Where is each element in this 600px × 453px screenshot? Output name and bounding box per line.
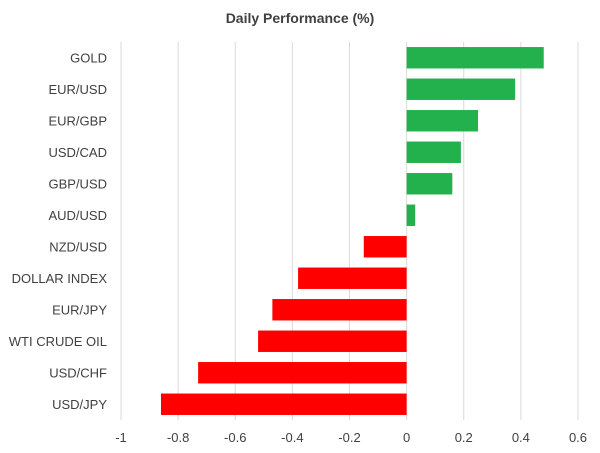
bar-9 [258,330,407,352]
bar-2 [406,110,479,132]
x-tick-label-7: 0.4 [512,430,530,445]
category-label-5: AUD/USD [48,208,107,223]
x-tick-label-6: 0.2 [455,430,473,445]
bar-0 [406,47,544,69]
bar-5 [406,204,416,226]
bar-4 [406,173,453,195]
bar-7 [298,267,407,289]
category-label-8: EUR/JPY [52,302,107,317]
x-tick-label-5: 0 [403,430,410,445]
category-label-1: EUR/USD [48,82,107,97]
x-tick-label-2: -0.6 [224,430,246,445]
bar-1 [406,78,516,100]
bar-11 [160,393,407,415]
category-label-0: GOLD [70,50,107,65]
category-label-2: EUR/GBP [48,113,107,128]
category-label-11: USD/JPY [52,397,107,412]
category-label-9: WTI CRUDE OIL [9,334,107,349]
bar-3 [406,141,461,163]
category-label-10: USD/CHF [49,365,107,380]
bar-8 [272,299,407,321]
bar-6 [363,236,407,258]
x-tick-label-3: -0.4 [281,430,303,445]
category-label-3: USD/CAD [48,145,107,160]
x-tick-label-8: 0.6 [569,430,587,445]
category-label-4: GBP/USD [48,176,107,191]
category-label-7: DOLLAR INDEX [12,271,108,286]
category-label-6: NZD/USD [49,239,107,254]
x-tick-label-0: -1 [115,430,127,445]
x-tick-label-4: -0.2 [338,430,360,445]
x-tick-label-1: -0.8 [167,430,189,445]
bar-10 [198,362,407,384]
chart-title: Daily Performance (%) [225,10,375,26]
